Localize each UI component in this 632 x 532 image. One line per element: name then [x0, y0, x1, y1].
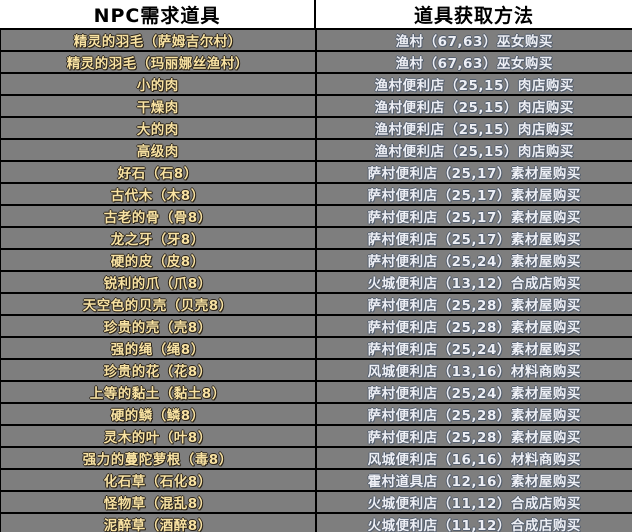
table-row: 硬的鳞（鳞8） 萨村便利店（25,28）素材屋购买: [0, 402, 632, 424]
acquisition-cell: 萨村便利店（25,24）素材屋购买: [367, 342, 581, 358]
table-row: 硬的皮（皮8） 萨村便利店（25,24）素材屋购买: [0, 248, 632, 270]
table-row: 高级肉 渔村便利店（25,15）肉店购买: [0, 138, 632, 160]
acquisition-cell: 萨村便利店（25,17）素材屋购买: [367, 210, 581, 226]
item-name-cell: 龙之牙（牙8）: [1, 228, 317, 248]
table-row: 古代木（木8） 萨村便利店（25,17）素材屋购买: [0, 182, 632, 204]
table-row: 怪物草（混乱8） 火城便利店（11,12）合成店购买: [0, 490, 632, 512]
table-row: 强力的蔓陀萝根（毒8） 风城便利店（16,16）材料商购买: [0, 446, 632, 468]
column-header-npc-items: NPC需求道具: [0, 0, 316, 28]
table-row: 龙之牙（牙8） 萨村便利店（25,17）素材屋购买: [0, 226, 632, 248]
acquisition-cell: 萨村便利店（25,28）素材屋购买: [367, 320, 581, 336]
table-row: 天空色的贝壳（贝壳8） 萨村便利店（25,28）素材屋购买: [0, 292, 632, 314]
item-name-cell: 锐利的爪（爪8）: [1, 272, 317, 292]
item-name-cell: 高级肉: [1, 140, 317, 160]
item-name-cell: 泥醉草（酒醉8）: [1, 514, 317, 532]
acquisition-cell: 萨村便利店（25,28）素材屋购买: [367, 298, 581, 314]
acquisition-cell: 萨村便利店（25,17）素材屋购买: [367, 232, 581, 248]
item-name-cell: 珍贵的壳（壳8）: [1, 316, 317, 336]
item-name-cell: 珍贵的花（花8）: [1, 360, 317, 380]
acquisition-cell: 渔村（67,63）巫女购买: [395, 56, 553, 72]
acquisition-cell: 渔村便利店（25,15）肉店购买: [374, 144, 574, 160]
table-row: 泥醉草（酒醉8） 火城便利店（11,12）合成店购买: [0, 512, 632, 532]
item-name-cell: 怪物草（混乱8）: [1, 492, 317, 512]
item-name-cell: 干燥肉: [1, 96, 317, 116]
item-name-cell: 强力的蔓陀萝根（毒8）: [1, 448, 317, 468]
table-row: 珍贵的壳（壳8） 萨村便利店（25,28）素材屋购买: [0, 314, 632, 336]
table-row: 珍贵的花（花8） 风城便利店（13,16）材料商购买: [0, 358, 632, 380]
table-row: 化石草（石化8） 霍村道具店（12,16）素材屋购买: [0, 468, 632, 490]
table-body: 精灵的羽毛（萨姆吉尔村） 渔村（67,63）巫女购买 精灵的羽毛（玛丽娜丝渔村）…: [0, 28, 632, 532]
item-name-cell: 化石草（石化8）: [1, 470, 317, 490]
table-row: 强的绳（绳8） 萨村便利店（25,24）素材屋购买: [0, 336, 632, 358]
item-name-cell: 好石（石8）: [1, 162, 317, 182]
table-row: 灵木的叶（叶8） 萨村便利店（25,28）素材屋购买: [0, 424, 632, 446]
table-header-row: NPC需求道具 道具获取方法: [0, 0, 632, 28]
item-name-cell: 精灵的羽毛（玛丽娜丝渔村）: [1, 52, 317, 72]
table-row: 小的肉 渔村便利店（25,15）肉店购买: [0, 72, 632, 94]
acquisition-cell: 渔村便利店（25,15）肉店购买: [374, 122, 574, 138]
acquisition-cell: 风城便利店（13,16）材料商购买: [367, 364, 581, 380]
item-name-cell: 精灵的羽毛（萨姆吉尔村）: [1, 30, 317, 50]
item-name-cell: 古老的骨（骨8）: [1, 206, 317, 226]
acquisition-cell: 萨村便利店（25,24）素材屋购买: [367, 386, 581, 402]
table-row: 锐利的爪（爪8） 火城便利店（13,12）合成店购买: [0, 270, 632, 292]
table-row: 古老的骨（骨8） 萨村便利店（25,17）素材屋购买: [0, 204, 632, 226]
acquisition-cell: 火城便利店（13,12）合成店购买: [367, 276, 581, 292]
item-name-cell: 硬的鳞（鳞8）: [1, 404, 317, 424]
item-name-cell: 灵木的叶（叶8）: [1, 426, 317, 446]
table-row: 精灵的羽毛（玛丽娜丝渔村） 渔村（67,63）巫女购买: [0, 50, 632, 72]
table-row: 大的肉 渔村便利店（25,15）肉店购买: [0, 116, 632, 138]
acquisition-cell: 萨村便利店（25,28）素材屋购买: [367, 430, 581, 446]
item-name-cell: 强的绳（绳8）: [1, 338, 317, 358]
acquisition-cell: 渔村（67,63）巫女购买: [395, 34, 553, 50]
table-row: 精灵的羽毛（萨姆吉尔村） 渔村（67,63）巫女购买: [0, 28, 632, 50]
table-row: 上等的黏土（黏土8） 萨村便利店（25,24）素材屋购买: [0, 380, 632, 402]
acquisition-cell: 霍村道具店（12,16）素材屋购买: [367, 474, 581, 490]
table-row: 干燥肉 渔村便利店（25,15）肉店购买: [0, 94, 632, 116]
column-header-acquisition: 道具获取方法: [413, 4, 534, 27]
item-name-cell: 大的肉: [1, 118, 317, 138]
acquisition-cell: 萨村便利店（25,17）素材屋购买: [367, 188, 581, 204]
acquisition-cell: 萨村便利店（25,17）素材屋购买: [367, 166, 581, 182]
acquisition-cell: 渔村便利店（25,15）肉店购买: [374, 78, 574, 94]
acquisition-cell: 萨村便利店（25,28）素材屋购买: [367, 408, 581, 424]
acquisition-cell: 火城便利店（11,12）合成店购买: [367, 496, 581, 512]
acquisition-cell: 渔村便利店（25,15）肉店购买: [374, 100, 574, 116]
item-name-cell: 上等的黏土（黏土8）: [1, 382, 317, 402]
acquisition-cell: 风城便利店（16,16）材料商购买: [367, 452, 581, 468]
item-name-cell: 古代木（木8）: [1, 184, 317, 204]
table-row: 好石（石8） 萨村便利店（25,17）素材屋购买: [0, 160, 632, 182]
item-name-cell: 天空色的贝壳（贝壳8）: [1, 294, 317, 314]
item-name-cell: 小的肉: [1, 74, 317, 94]
item-name-cell: 硬的皮（皮8）: [1, 250, 317, 270]
acquisition-cell: 火城便利店（11,12）合成店购买: [367, 518, 581, 532]
acquisition-cell: 萨村便利店（25,24）素材屋购买: [367, 254, 581, 270]
